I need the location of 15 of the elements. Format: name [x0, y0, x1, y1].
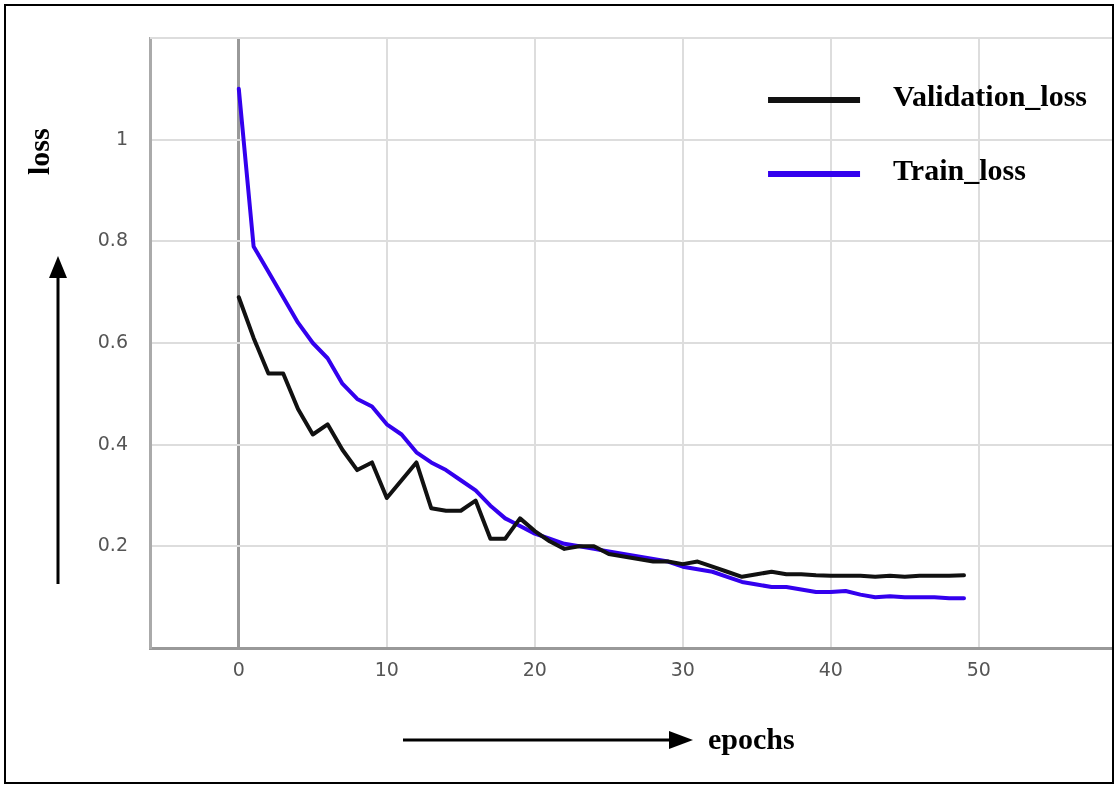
- y-tick-label: 0.6: [97, 329, 128, 352]
- x-tick-label: 40: [818, 658, 843, 681]
- y-tick-label: 0.4: [97, 431, 128, 454]
- x-axis-title: epochs: [708, 722, 795, 756]
- y-tick-label: 0.8: [97, 228, 128, 251]
- x-tick-label: 30: [670, 658, 695, 681]
- legend-label: Validation_loss: [893, 78, 1088, 112]
- x-tick-label: 10: [374, 658, 399, 681]
- y-axis-title: loss: [22, 128, 56, 175]
- x-tick-label: 50: [966, 658, 991, 681]
- x-tick-label: 20: [522, 658, 547, 681]
- y-tick-label: 1: [115, 126, 128, 149]
- y-tick-label: 0.2: [97, 533, 128, 556]
- x-tick-label: 0: [232, 658, 245, 681]
- legend-label: Train_loss: [893, 152, 1026, 186]
